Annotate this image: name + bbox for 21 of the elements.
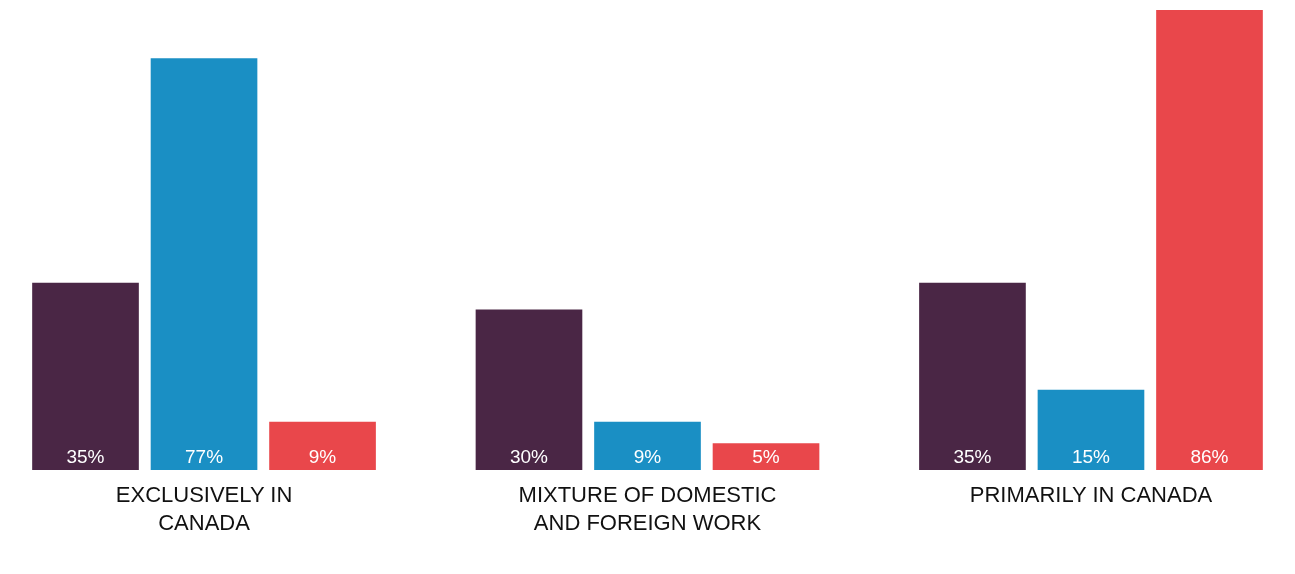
bar [1156,10,1263,470]
bar [150,58,258,470]
bar [475,309,583,470]
bar [269,421,376,470]
bar [1037,389,1145,470]
data-label: 9% [308,446,337,467]
bar [712,443,820,470]
data-label: 77% [185,446,224,467]
data-label: 35% [953,446,992,467]
x-tick-label: MIXTURE OF DOMESTIC AND FOREIGN WORK [518,481,777,535]
bar [32,282,139,470]
x-tick-label: EXCLUSIVELY IN CANADA [115,481,293,535]
data-label: 9% [633,446,662,467]
data-label: 35% [66,446,105,467]
data-label: 15% [1071,446,1111,467]
x-tick-label: PRIMARILY IN CANADA [969,481,1213,507]
data-label: 86% [1190,446,1229,467]
data-label: 30% [509,446,549,467]
bar [919,282,1026,470]
data-label: 5% [752,446,780,467]
bar [594,421,701,470]
